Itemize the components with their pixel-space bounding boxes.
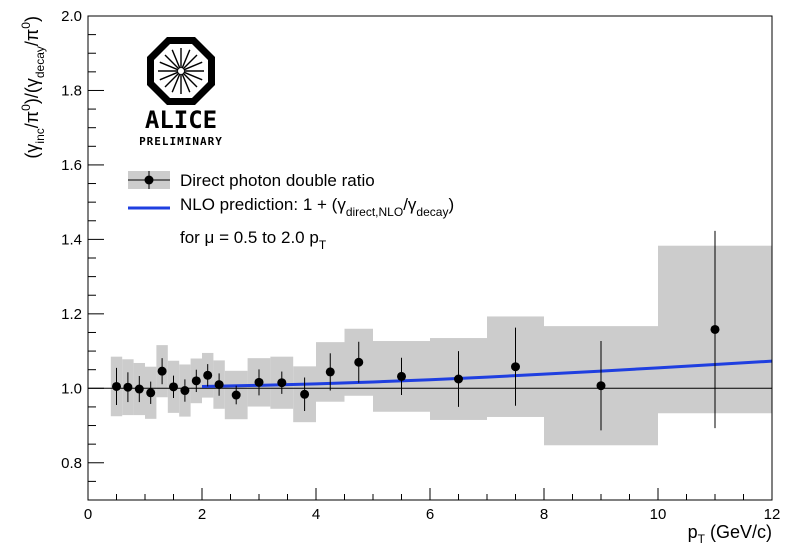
data-point-19 [596,381,606,391]
legend-entry-nlo: NLO prediction: 1 + (γdirect,NLO/γdecay) [128,195,454,219]
y-tick-label: 1.0 [61,380,82,397]
x-tick-label: 6 [426,506,434,523]
data-point-17 [454,374,463,384]
y-tick-label: 1.2 [61,306,82,323]
data-point-2 [134,384,144,394]
nlo-curve-group [201,359,773,388]
data-point-8 [203,370,213,380]
y-axis-ticks: 0.8 1.0 1.2 1.4 1.6 1.8 2.0 [61,8,104,501]
data-point-3 [146,388,156,398]
x-axis-ticks: 0 2 4 6 8 10 12 [84,488,781,523]
data-point-10 [231,390,241,400]
x-tick-label: 0 [84,506,92,523]
x-tick-label: 2 [198,506,206,523]
legend-scale-label: for μ = 0.5 to 2.0 pT [180,228,327,252]
x-axis-title: pT (GeV/c) [688,522,772,546]
data-point-9 [214,380,224,390]
x-tick-label: 10 [650,506,667,523]
x-tick-label: 8 [540,506,548,523]
alice-logo-name: ALICE [145,106,217,134]
x-tick-label: 4 [312,506,320,523]
data-point-18 [511,362,520,372]
data-point-1 [123,382,133,392]
legend-nlo-label: NLO prediction: 1 + (γdirect,NLO/γdecay) [180,195,454,219]
y-tick-label: 2.0 [61,8,82,25]
alice-logo-emblem [147,37,215,105]
legend: Direct photon double ratio NLO predictio… [128,171,454,252]
nlo-prediction-line [201,359,773,388]
data-point-14 [325,367,335,377]
x-tick-label: 12 [764,506,781,523]
y-tick-label: 1.4 [61,231,82,248]
data-point-11 [254,377,264,387]
data-point-5 [169,382,178,392]
legend-entry-scale: for μ = 0.5 to 2.0 pT [180,228,327,252]
data-point-4 [157,366,167,376]
legend-entry-data: Direct photon double ratio [128,171,375,190]
y-tick-label: 0.8 [61,455,82,472]
alice-logo-subtitle: PRELIMINARY [139,135,223,148]
data-point-20 [710,324,720,334]
y-tick-label: 1.6 [61,157,82,174]
data-point-12 [277,378,287,388]
data-point-13 [300,389,310,399]
legend-data-marker [144,175,154,185]
data-markers [112,324,720,400]
alice-logo: ALICE PRELIMINARY [139,37,223,148]
data-point-0 [112,381,121,391]
data-point-16 [397,371,406,381]
legend-data-label: Direct photon double ratio [180,171,375,190]
y-tick-label: 1.8 [61,82,82,99]
data-point-15 [354,357,364,367]
data-point-7 [191,376,201,386]
data-point-6 [180,386,190,396]
